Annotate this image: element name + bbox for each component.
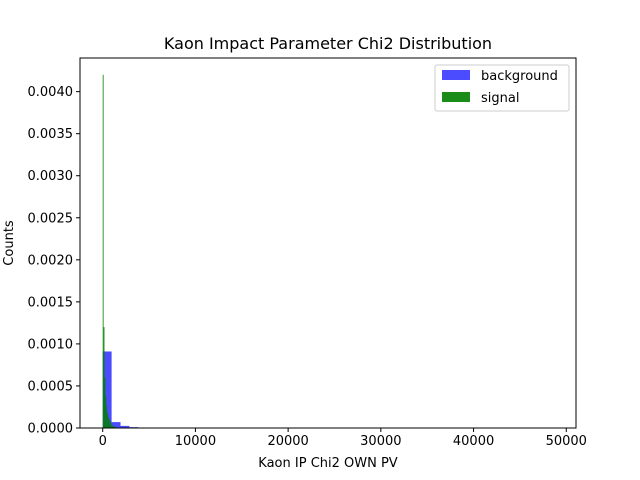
legend-swatch-signal [442,92,470,102]
signal-bar-5 [107,412,108,428]
x-axis-ticks: 0 10000 20000 30000 40000 50000 [99,428,587,449]
y-tick-label: 0.0025 [28,211,74,226]
y-tick-label: 0.0030 [28,169,74,184]
y-tick-label: 0.0035 [28,127,74,142]
signal-bar-4 [106,406,108,428]
signal-bar-8 [109,421,111,428]
background-bar-2 [120,425,130,428]
signal-bar-3 [105,396,107,428]
signal-bar-10 [111,425,114,428]
y-tick-label: 0.0005 [28,379,74,394]
x-tick-label: 40000 [453,434,494,449]
signal-bar-2 [104,377,106,428]
x-tick-label: 0 [99,434,107,449]
x-tick-label: 30000 [360,434,401,449]
plot-frame [79,57,577,429]
signal-bar-0 [102,74,104,429]
signal-bar-9 [110,422,112,428]
y-axis-ticks: 0.0000 0.0005 0.0010 0.0015 0.0020 0.0025 0.00… [28,85,80,437]
legend-swatch-background [442,70,470,80]
legend: background signal [434,64,570,112]
y-tick-label: 0.0040 [28,85,74,100]
signal-bar-1 [103,327,105,428]
signal-bar-7 [108,419,110,428]
x-tick-label: 50000 [546,434,587,449]
chart-title: Kaon Impact Parameter Chi2 Distribution [164,34,492,53]
legend-label-signal: signal [481,91,519,106]
background-bar-0 [102,351,112,428]
bars-layer [102,74,148,429]
y-tick-label: 0.0020 [28,253,74,268]
x-axis-label: Kaon IP Chi2 OWN PV [258,456,398,471]
background-bar-1 [111,422,121,428]
x-tick-label: 10000 [175,434,216,449]
y-axis-label: Counts [2,220,17,266]
x-tick-label: 20000 [267,434,308,449]
signal-bar-6 [107,417,109,428]
y-tick-label: 0.0010 [28,337,74,352]
legend-label-background: background [481,69,558,84]
y-tick-label: 0.0000 [28,422,74,437]
signal-bar-11 [113,426,117,428]
y-tick-label: 0.0015 [28,295,74,310]
